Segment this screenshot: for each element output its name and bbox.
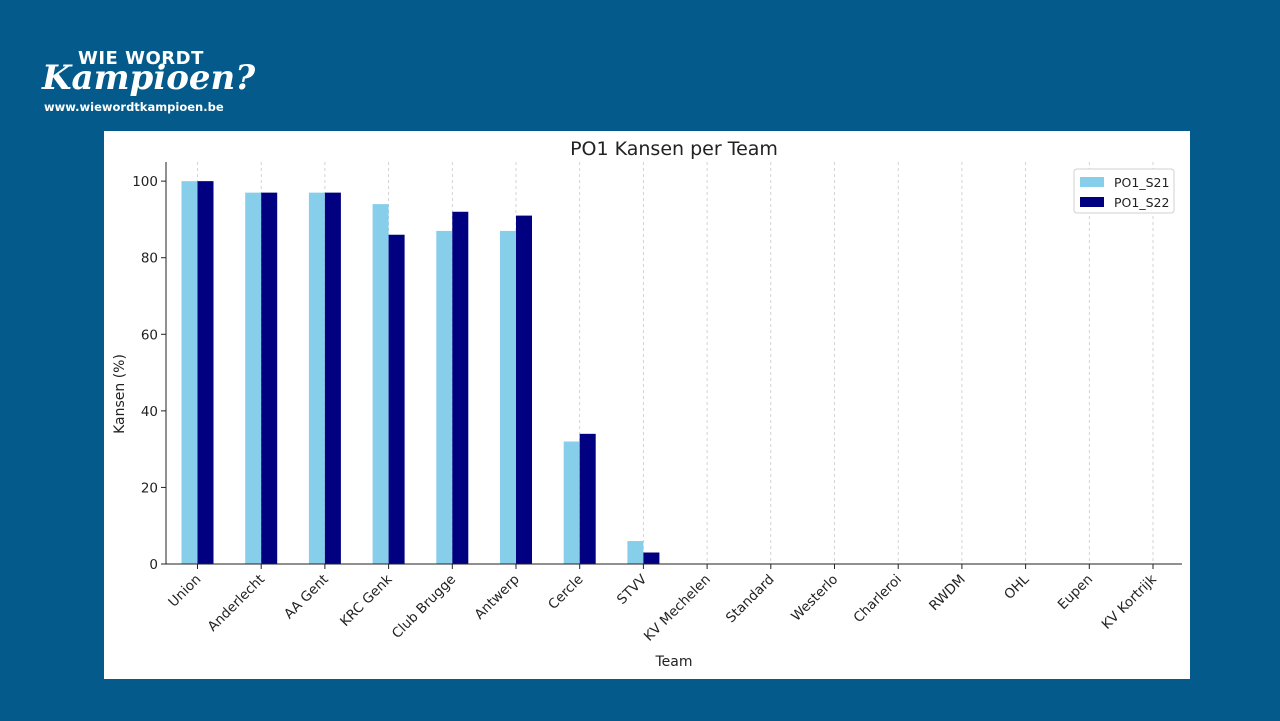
chart-legend: PO1_S21 PO1_S22: [1073, 168, 1175, 214]
x-tick-label: Anderlecht: [205, 572, 268, 635]
chart-title: PO1 Kansen per Team: [570, 138, 778, 160]
x-tick-label: KV Kortrijk: [1099, 571, 1160, 632]
y-tick-label: 60: [141, 327, 158, 343]
x-tick-label: Eupen: [1055, 572, 1096, 613]
chart-axes: [165, 162, 1182, 565]
bar-po1-s22: [388, 234, 405, 564]
bar-po1-s22: [197, 181, 214, 564]
bar-po1-s21: [436, 230, 453, 564]
legend-swatch: [1080, 197, 1104, 207]
x-tick-label: Antwerp: [472, 572, 523, 623]
bar-po1-s22: [516, 215, 532, 564]
x-tick-label: Standard: [723, 572, 778, 627]
bar-po1-s21: [627, 541, 644, 564]
bar-po1-s22: [324, 192, 341, 564]
bar-po1-s22: [452, 211, 469, 564]
x-tick-label: OHL: [1001, 571, 1033, 603]
y-tick-label: 80: [141, 251, 158, 267]
brand-title-top: WIE WORDT: [78, 48, 204, 69]
x-tick-label: KV Mechelen: [641, 572, 714, 645]
y-tick-label: 100: [132, 174, 158, 190]
brand-title-script: Kampioen?: [42, 58, 256, 98]
brand-url: www.wiewordtkampioen.be: [44, 100, 224, 114]
chart-bars: [181, 181, 660, 564]
x-tick-label: Club Brugge: [389, 572, 459, 642]
bar-po1-s22: [579, 433, 596, 564]
bar-po1-s22: [261, 192, 278, 564]
legend-swatch: [1080, 177, 1104, 187]
legend-label: PO1_S21: [1114, 175, 1169, 190]
x-tick-label: Union: [165, 572, 204, 611]
y-tick-label: 20: [141, 480, 158, 496]
y-tick-label: 40: [141, 404, 158, 420]
bar-po1-s21: [372, 204, 389, 564]
legend-label: PO1_S22: [1114, 195, 1169, 210]
bar-po1-s22: [643, 552, 660, 564]
bar-po1-s21: [308, 192, 325, 564]
x-tick-label: AA Gent: [281, 572, 332, 623]
y-tick-label: 0: [149, 557, 158, 573]
x-tick-label: KRC Genk: [337, 571, 395, 629]
x-tick-label: Cercle: [545, 572, 586, 613]
brand-logo: WIE WORDT Kampioen? www.wiewordtkampioen…: [40, 48, 255, 118]
bar-po1-s21: [245, 192, 262, 564]
x-axis-label: Team: [654, 654, 692, 670]
x-tick-label: STVV: [614, 571, 651, 608]
chart-panel: PO1 Kansen per Team 0 20 40 60 80 100 Union An…: [104, 131, 1190, 679]
bar-po1-s21: [500, 230, 516, 564]
x-tick-label: Westerlo: [788, 572, 841, 625]
y-axis-label: Kansen (%): [112, 354, 128, 434]
x-tick-label: Charleroi: [850, 572, 905, 627]
x-tick-label: RWDM: [926, 572, 969, 615]
bar-po1-s21: [563, 441, 580, 564]
y-axis-ticks: 0 20 40 60 80 100: [132, 174, 166, 573]
bar-po1-s21: [181, 181, 198, 564]
